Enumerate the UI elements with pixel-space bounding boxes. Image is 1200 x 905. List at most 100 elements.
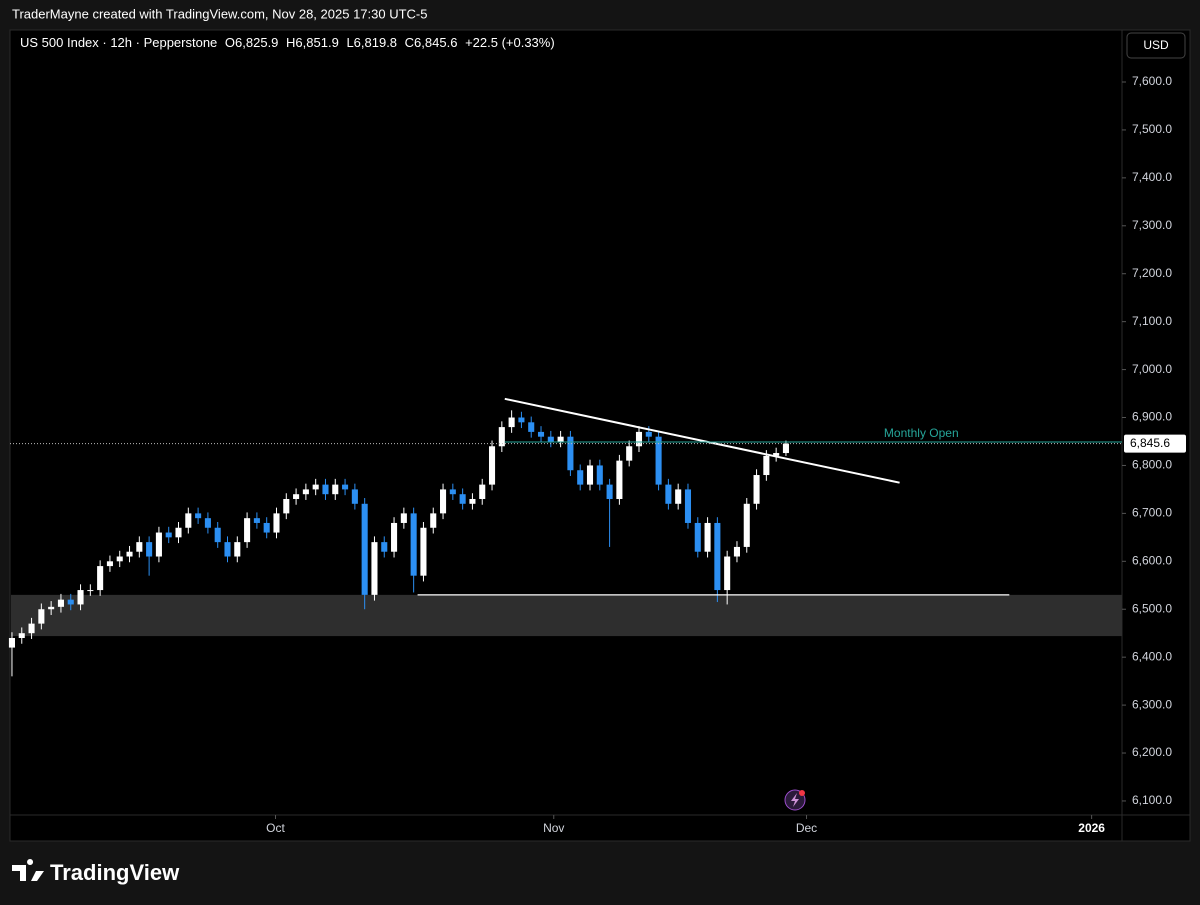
candle-body xyxy=(606,484,613,499)
alert-bolt[interactable] xyxy=(791,793,799,807)
y-tick-label: 6,900.0 xyxy=(1132,410,1172,424)
candle-body xyxy=(136,542,143,552)
candle-body xyxy=(361,503,368,595)
x-tick-label: 2026 xyxy=(1078,821,1105,835)
candle-body xyxy=(753,475,760,504)
candle-body xyxy=(77,590,84,605)
candle-body xyxy=(675,489,682,504)
candle-body xyxy=(342,484,349,490)
candle-body xyxy=(596,465,603,485)
legend: US 500 Index · 12h · Pepperstone O6,825.… xyxy=(20,35,555,50)
logo-mark xyxy=(12,859,44,881)
candle-body xyxy=(440,489,447,514)
y-tick-label: 7,500.0 xyxy=(1132,122,1172,136)
y-tick-label: 6,800.0 xyxy=(1132,458,1172,472)
chart-panel xyxy=(9,29,1191,842)
candle-body xyxy=(567,436,574,471)
candle-body xyxy=(175,527,182,538)
candle-body xyxy=(508,417,515,428)
candle-body xyxy=(733,546,741,557)
y-tick-label: 7,100.0 xyxy=(1132,314,1172,328)
legend-close: C6,845.6 xyxy=(405,35,458,50)
y-tick-label: 6,300.0 xyxy=(1132,697,1172,711)
candle-body xyxy=(48,606,55,610)
candle-body xyxy=(67,599,74,605)
candle-body xyxy=(430,513,437,528)
candle-body xyxy=(126,551,133,557)
plot: 6,100.0 6,200.0 6,300.0 6,400.0 6,500.0 6,600… xyxy=(8,74,1172,835)
candle-body xyxy=(586,465,594,485)
brand-logo: TradingView xyxy=(12,859,180,885)
candle-body xyxy=(214,527,221,543)
candle-body xyxy=(185,513,192,528)
candle-body xyxy=(204,518,211,528)
candle-body xyxy=(371,542,378,595)
y-tick-label: 7,600.0 xyxy=(1132,74,1172,88)
x-tick-label: Oct xyxy=(266,821,285,835)
y-tick-label: 6,700.0 xyxy=(1132,506,1172,520)
candle-body xyxy=(322,484,329,495)
y-tick-label: 7,200.0 xyxy=(1132,266,1172,280)
candle-body xyxy=(332,484,339,495)
candle-body xyxy=(8,637,15,648)
candle-body xyxy=(28,623,35,634)
candle-body xyxy=(577,470,584,485)
candle-body xyxy=(293,494,300,499)
candle-body xyxy=(312,484,319,490)
candle-body xyxy=(557,436,564,442)
demand-zone xyxy=(11,594,1122,637)
monthly-open-label: Monthly Open xyxy=(884,426,959,440)
candle-body xyxy=(635,431,643,447)
candle-body xyxy=(253,518,260,523)
candle-body xyxy=(714,522,721,591)
candle-body xyxy=(391,522,398,552)
candle-body xyxy=(763,455,770,476)
candle-body xyxy=(283,498,290,514)
candle-body xyxy=(665,484,672,504)
candle-body xyxy=(773,453,780,456)
candle-body xyxy=(116,556,123,562)
y-tick-label: 6,600.0 xyxy=(1132,553,1172,567)
candle-body xyxy=(244,518,251,543)
candle-body xyxy=(537,431,545,437)
y-tick-label: 6,200.0 xyxy=(1132,745,1172,759)
y-tick-label: 7,300.0 xyxy=(1132,218,1172,232)
candle-body xyxy=(18,633,25,638)
candle-body xyxy=(459,494,466,504)
candle-body xyxy=(97,566,104,591)
y-tick-label: 7,000.0 xyxy=(1132,362,1172,376)
candle-body xyxy=(684,489,692,523)
candle-body xyxy=(724,556,731,591)
candle-body xyxy=(488,446,496,485)
candle-body xyxy=(655,436,662,485)
candle-body xyxy=(263,522,270,533)
candle-body xyxy=(57,599,64,607)
candle-body xyxy=(743,503,750,547)
candle-body xyxy=(782,443,789,454)
alert-dot[interactable] xyxy=(799,790,805,796)
candle-body xyxy=(273,513,280,533)
candle-body xyxy=(694,522,701,552)
candle-body xyxy=(400,513,407,523)
x-tick-label: Dec xyxy=(796,821,817,835)
candle-body xyxy=(528,422,535,432)
brand: TradingView xyxy=(50,860,180,885)
legend-symbol: US 500 Index · 12h · Pepperstone xyxy=(20,35,217,50)
candle-body xyxy=(616,460,623,499)
header: TraderMayne created with TradingView.com… xyxy=(12,6,428,21)
currency[interactable]: USD xyxy=(1143,38,1169,52)
candle-body xyxy=(410,513,417,576)
candle-body xyxy=(146,542,153,557)
alert-icon[interactable] xyxy=(784,789,806,811)
candle-body xyxy=(469,498,476,504)
currency-button[interactable] xyxy=(1126,32,1186,59)
candle-body xyxy=(381,542,388,552)
legend-high: H6,851.9 xyxy=(286,35,339,50)
candle-body xyxy=(498,427,505,447)
legend-change: +22.5 (+0.33%) xyxy=(465,35,555,50)
candle-body xyxy=(547,436,554,442)
legend-low: L6,819.8 xyxy=(346,35,397,50)
candle-body xyxy=(38,609,45,624)
